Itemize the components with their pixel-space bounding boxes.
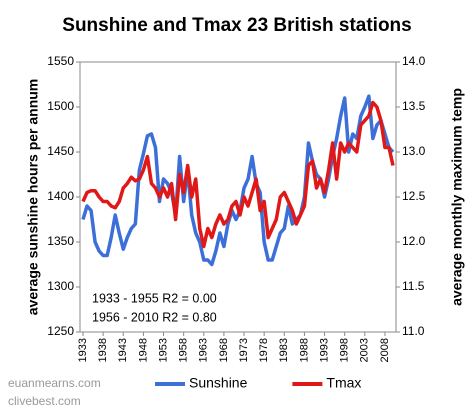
y2-tick-label: 13.0 [402, 144, 426, 158]
y2-tick-label: 12.0 [402, 234, 426, 248]
x-tick-label: 1993 [318, 338, 330, 362]
y2-tick-label: 14.0 [402, 54, 426, 68]
annotation: 1956 - 2010 R2 = 0.80 [92, 310, 217, 324]
y2-tick-label: 11.5 [402, 279, 425, 293]
legend-label: Tmax [326, 375, 361, 391]
y2-tick-label: 12.5 [402, 189, 426, 203]
x-tick-label: 2003 [359, 338, 371, 362]
x-tick-label: 1968 [218, 338, 230, 362]
y-tick-label: 1550 [47, 54, 74, 68]
x-tick-label: 1938 [97, 338, 109, 362]
credit: clivebest.com [8, 394, 81, 408]
y-tick-label: 1300 [47, 279, 74, 293]
y2-axis-title: average monthly maximum temp [449, 88, 465, 306]
legend-label: Sunshine [189, 375, 248, 391]
x-tick-label: 1958 [178, 338, 190, 362]
x-tick-label: 1983 [278, 338, 290, 362]
x-tick-label: 2008 [379, 338, 391, 362]
y-tick-label: 1500 [47, 99, 74, 113]
y2-tick-label: 13.5 [402, 99, 426, 113]
credit: euanmearns.com [8, 376, 101, 390]
y-tick-label: 1350 [47, 234, 74, 248]
y-tick-label: 1400 [47, 189, 74, 203]
y2-tick-label: 11.0 [402, 324, 425, 338]
y-tick-label: 1450 [47, 144, 74, 158]
x-tick-label: 1953 [157, 338, 169, 362]
x-tick-label: 1978 [258, 338, 270, 362]
x-tick-label: 1973 [238, 338, 250, 362]
x-tick-label: 1943 [117, 338, 129, 362]
series-line [81, 94, 395, 267]
x-tick-label: 1963 [198, 338, 210, 362]
annotation: 1933 - 1955 R2 = 0.00 [92, 291, 217, 305]
y-tick-label: 1250 [47, 324, 74, 338]
y-axis-title: average sunshine hours per annum [25, 79, 41, 316]
x-tick-label: 1998 [339, 338, 351, 362]
x-tick-label: 1948 [137, 338, 149, 362]
series-line [81, 100, 395, 249]
x-tick-label: 1933 [77, 338, 89, 362]
x-tick-label: 1988 [298, 338, 310, 362]
chart-title: Sunshine and Tmax 23 British stations [62, 15, 411, 36]
